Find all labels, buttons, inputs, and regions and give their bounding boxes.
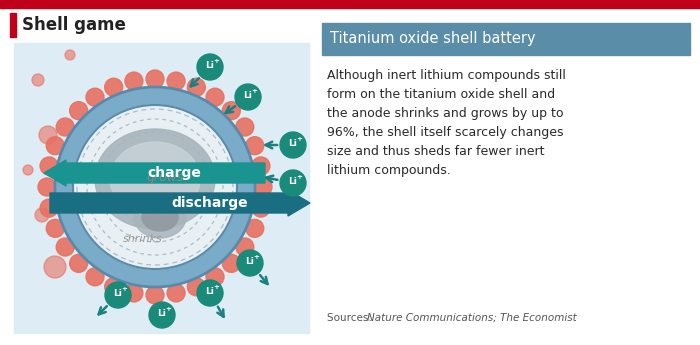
Circle shape bbox=[280, 132, 306, 158]
Text: size and thus sheds far fewer inert: size and thus sheds far fewer inert bbox=[327, 145, 545, 158]
Text: charge: charge bbox=[148, 166, 202, 180]
Circle shape bbox=[197, 280, 223, 306]
Text: +: + bbox=[296, 174, 302, 180]
Circle shape bbox=[223, 254, 240, 272]
Circle shape bbox=[125, 72, 143, 90]
Bar bbox=[10, 13, 16, 37]
Circle shape bbox=[236, 238, 254, 256]
Circle shape bbox=[46, 219, 64, 237]
Circle shape bbox=[40, 157, 58, 175]
Circle shape bbox=[56, 238, 74, 256]
Text: Nature Communications; The Economist: Nature Communications; The Economist bbox=[367, 313, 577, 323]
Circle shape bbox=[252, 199, 270, 217]
Circle shape bbox=[235, 84, 261, 110]
Circle shape bbox=[56, 118, 74, 136]
Circle shape bbox=[35, 208, 49, 222]
Circle shape bbox=[167, 284, 185, 302]
Circle shape bbox=[188, 78, 205, 96]
Text: +: + bbox=[213, 58, 219, 64]
Text: +: + bbox=[121, 286, 127, 292]
Text: Titanium oxide shell battery: Titanium oxide shell battery bbox=[330, 31, 536, 47]
Bar bbox=[14, 43, 309, 333]
Circle shape bbox=[146, 286, 164, 304]
Text: +: + bbox=[253, 254, 259, 260]
Circle shape bbox=[246, 137, 264, 155]
Circle shape bbox=[46, 137, 64, 155]
Text: discharge: discharge bbox=[172, 196, 248, 210]
Circle shape bbox=[167, 72, 185, 90]
Text: +: + bbox=[296, 136, 302, 142]
Text: +: + bbox=[251, 88, 257, 94]
Circle shape bbox=[197, 54, 223, 80]
Text: form on the titanium oxide shell and: form on the titanium oxide shell and bbox=[327, 88, 555, 101]
Circle shape bbox=[236, 118, 254, 136]
Text: Sources:: Sources: bbox=[327, 313, 375, 323]
Text: Li: Li bbox=[288, 139, 298, 148]
Text: Li: Li bbox=[206, 61, 214, 70]
Circle shape bbox=[146, 70, 164, 88]
Text: 96%, the shell itself scarcely changes: 96%, the shell itself scarcely changes bbox=[327, 126, 564, 139]
Circle shape bbox=[40, 199, 58, 217]
Circle shape bbox=[44, 256, 66, 278]
Text: Li: Li bbox=[206, 287, 214, 296]
Circle shape bbox=[73, 105, 237, 269]
FancyArrow shape bbox=[50, 190, 310, 216]
Text: Li: Li bbox=[246, 257, 254, 266]
Circle shape bbox=[55, 87, 255, 287]
Circle shape bbox=[32, 74, 44, 86]
Circle shape bbox=[86, 88, 104, 106]
Circle shape bbox=[105, 278, 122, 296]
Circle shape bbox=[254, 178, 272, 196]
Text: Li: Li bbox=[244, 91, 253, 100]
FancyArrow shape bbox=[44, 160, 265, 186]
Circle shape bbox=[206, 268, 224, 286]
Text: Li: Li bbox=[288, 177, 298, 187]
Text: shrinks: shrinks bbox=[123, 234, 163, 244]
Circle shape bbox=[39, 126, 57, 144]
Circle shape bbox=[252, 157, 270, 175]
Circle shape bbox=[188, 278, 205, 296]
Text: the anode shrinks and grows by up to: the anode shrinks and grows by up to bbox=[327, 107, 564, 120]
Circle shape bbox=[38, 178, 56, 196]
Circle shape bbox=[69, 102, 88, 120]
Circle shape bbox=[105, 282, 131, 308]
Circle shape bbox=[23, 165, 33, 175]
Text: +: + bbox=[165, 306, 171, 312]
Circle shape bbox=[86, 268, 104, 286]
Text: Li: Li bbox=[158, 309, 167, 318]
Text: Shell game: Shell game bbox=[22, 16, 126, 34]
Text: grows: grows bbox=[146, 170, 183, 184]
Circle shape bbox=[69, 254, 88, 272]
Text: Although inert lithium compounds still: Although inert lithium compounds still bbox=[327, 69, 566, 82]
Circle shape bbox=[149, 302, 175, 328]
Ellipse shape bbox=[95, 129, 215, 229]
Bar bbox=[0, 0, 700, 8]
Circle shape bbox=[237, 250, 263, 276]
Circle shape bbox=[105, 78, 122, 96]
Circle shape bbox=[223, 102, 240, 120]
Bar bbox=[322, 23, 690, 55]
Circle shape bbox=[280, 170, 306, 196]
Circle shape bbox=[246, 219, 264, 237]
Ellipse shape bbox=[142, 203, 178, 231]
Text: lithium compounds.: lithium compounds. bbox=[327, 164, 451, 177]
Ellipse shape bbox=[134, 196, 186, 238]
Ellipse shape bbox=[110, 142, 200, 216]
Text: +: + bbox=[213, 284, 219, 290]
Text: Li: Li bbox=[113, 289, 122, 298]
Circle shape bbox=[125, 284, 143, 302]
Circle shape bbox=[206, 88, 224, 106]
Circle shape bbox=[65, 50, 75, 60]
